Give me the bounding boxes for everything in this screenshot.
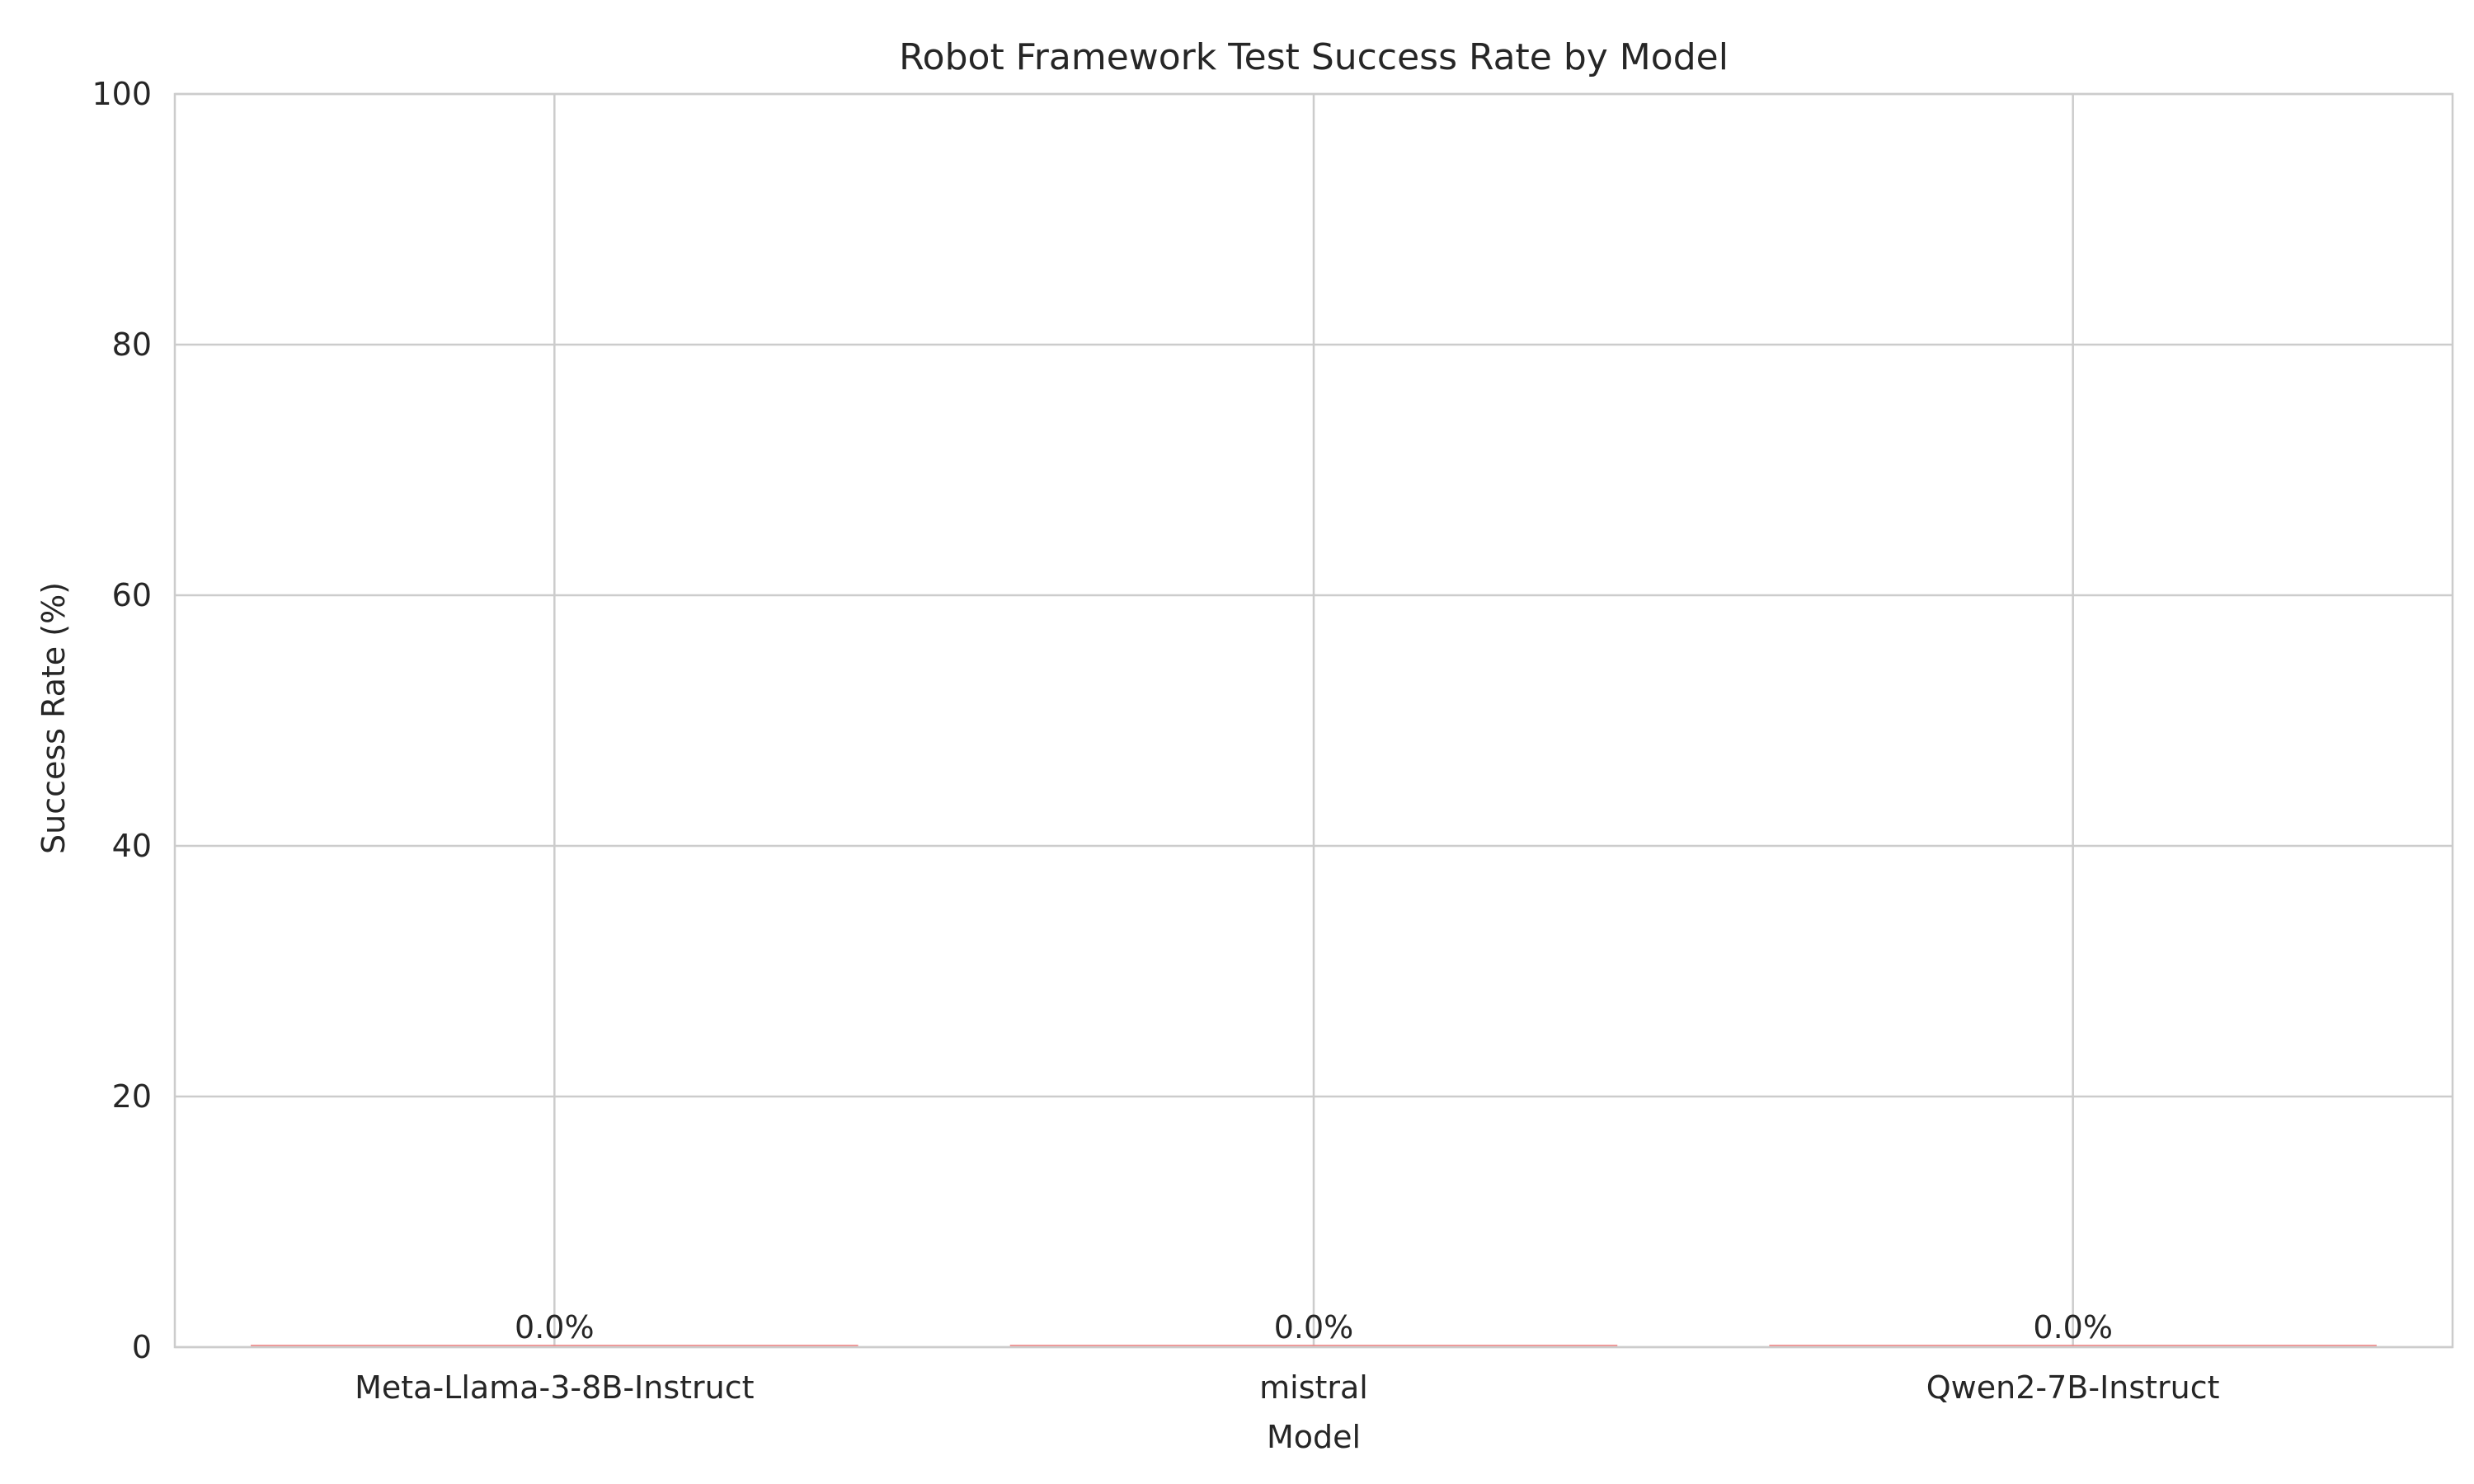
y-tick-label: 40 (112, 828, 152, 864)
x-tick-label: Qwen2-7B-Instruct (1926, 1369, 2220, 1406)
bars-group (251, 1345, 2377, 1347)
y-tick-label: 0 (132, 1329, 152, 1365)
y-tick-labels: 0 20 40 60 80 100 (92, 76, 152, 1365)
bar-value-label: 0.0% (2033, 1309, 2113, 1345)
bar (251, 1345, 858, 1347)
y-tick-label: 20 (112, 1078, 152, 1115)
x-gridlines (553, 94, 2074, 1347)
data-labels: 0.0% 0.0% 0.0% (515, 1309, 2113, 1345)
y-tick-label: 80 (112, 326, 152, 363)
x-tick-label: mistral (1259, 1369, 1368, 1406)
x-tick-labels: Meta-Llama-3-8B-Instruct mistral Qwen2-7B-… (355, 1369, 2219, 1406)
y-tick-label: 100 (92, 76, 152, 112)
bar-value-label: 0.0% (1274, 1309, 1354, 1345)
y-tick-label: 60 (112, 577, 152, 613)
chart-title: Robot Framework Test Success Rate by Mod… (899, 36, 1729, 78)
y-axis-label: Success Rate (%) (35, 582, 72, 854)
x-tick-label: Meta-Llama-3-8B-Instruct (355, 1369, 754, 1406)
bar (1009, 1345, 1618, 1347)
plot-area-frame (173, 92, 2454, 1349)
x-axis-label: Model (1267, 1419, 1361, 1455)
bar-value-label: 0.0% (515, 1309, 595, 1345)
bar (1769, 1345, 2377, 1347)
